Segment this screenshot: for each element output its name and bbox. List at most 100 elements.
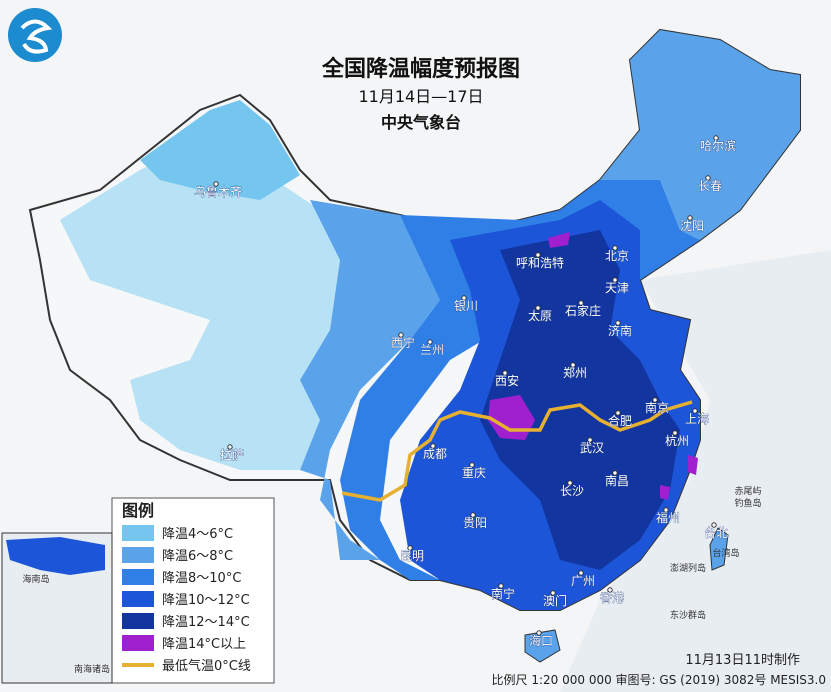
legend-swatch [122,525,154,541]
island-label: 海南岛 [22,573,49,585]
city-label: 成都 [423,447,447,461]
city-dot [213,181,219,187]
city-dot [535,305,541,311]
region-4-6 [140,100,300,200]
city-dot [578,300,584,306]
city-label: 广州 [571,574,595,588]
region-light [60,140,340,470]
city-label: 天津 [605,281,629,295]
city-dot [587,437,593,443]
city-label: 西宁 [391,335,415,350]
city-label: 兰州 [420,343,444,357]
city-dot [578,570,584,576]
city-label: 澳门 [543,593,567,608]
inset-land [6,537,105,575]
legend-swatch [122,569,154,585]
city-label: 西安 [495,373,519,388]
city-dot [567,480,573,486]
city-label: 石家庄 [565,303,601,318]
city-dot [663,507,669,513]
city-label: 郑州 [563,365,587,380]
city-dot [672,430,678,436]
city-label: 沈阳 [680,218,704,233]
city-dot [607,587,613,593]
region-14-plus [660,485,670,500]
agency: 中央气象台 [381,113,461,132]
city-dot [461,295,467,301]
legend-label: 最低气温0°C线 [162,658,251,674]
city-label: 合肥 [608,413,632,428]
city-label: 上海 [685,411,709,426]
city-label: 长沙 [560,484,584,498]
city-dot [687,215,693,221]
city-dot [612,245,618,251]
region-northeast [600,30,800,240]
city-dot [713,135,719,141]
hainan [524,629,561,663]
island-label: 台湾岛 [712,547,739,559]
legend-swatch [122,591,154,607]
city-label: 福州 [656,510,680,525]
city-dot [705,175,711,181]
region-6-8 [300,200,460,560]
legend-label: 降温6～8°C [162,549,233,564]
city-label: 南宁 [491,586,515,601]
city-dot [570,362,576,368]
city-label: 杭州 [665,433,689,448]
region-14-plus [548,232,570,248]
city-dot [535,252,541,258]
legend-swatch [122,613,154,629]
zero-degree-line [341,400,693,502]
city-dot [469,462,475,468]
city-label: 贵阳 [463,516,487,530]
logo-mark [20,19,53,54]
city-label: 银川 [454,299,478,313]
city-dot [612,277,618,283]
city-dot [502,370,508,376]
city-dot [227,444,233,450]
city-dot [498,583,504,589]
taiwan [709,527,729,571]
scale-note: 比例尺 1:20 000 000 审图号: GS (2019) 3082号 ME… [492,672,826,687]
island-label: 钓鱼岛 [734,497,761,509]
island-label: 东沙群岛 [670,609,706,621]
city-label: 拉萨 [220,447,244,462]
city-label: 香港 [600,591,624,605]
city-dot [615,320,621,326]
city-dot [430,443,436,449]
city-label: 济南 [608,323,632,338]
city-label: 重庆 [462,466,486,480]
city-label: 太原 [528,308,552,323]
island-label: 澎湖列岛 [670,562,706,574]
city-label: 哈尔滨 [700,138,736,153]
city-label: 北京 [605,249,629,263]
city-dot [692,408,698,414]
legend-label: 降温14°C以上 [162,637,246,652]
city-label: 南京 [645,400,669,415]
legend-title: 图例 [122,501,154,520]
island-label: 赤尾屿 [734,486,761,497]
legend-label: 降温4～6°C [162,527,233,542]
city-label: 长春 [698,179,722,193]
legend-swatch [122,635,154,651]
city-label: 乌鲁木齐 [194,184,242,199]
island-label: 南海诸岛 [74,663,110,675]
legend-label: 降温8～10°C [162,571,241,586]
city-dot [470,512,476,518]
city-label: 昆明 [400,549,424,563]
city-dot [398,332,404,338]
city-dot [711,522,717,528]
city-label: 武汉 [580,441,604,455]
city-label: 海口 [529,633,553,648]
legend-label: 降温12～14°C [162,615,250,630]
city-dot [550,590,556,596]
legend-swatch [122,547,154,563]
city-label: 呼和浩特 [516,255,564,270]
city-dot [427,339,433,345]
city-dot [536,630,542,636]
region-14-plus [688,455,698,475]
title: 全国降温幅度预报图 [321,56,520,82]
city-dot [615,410,621,416]
